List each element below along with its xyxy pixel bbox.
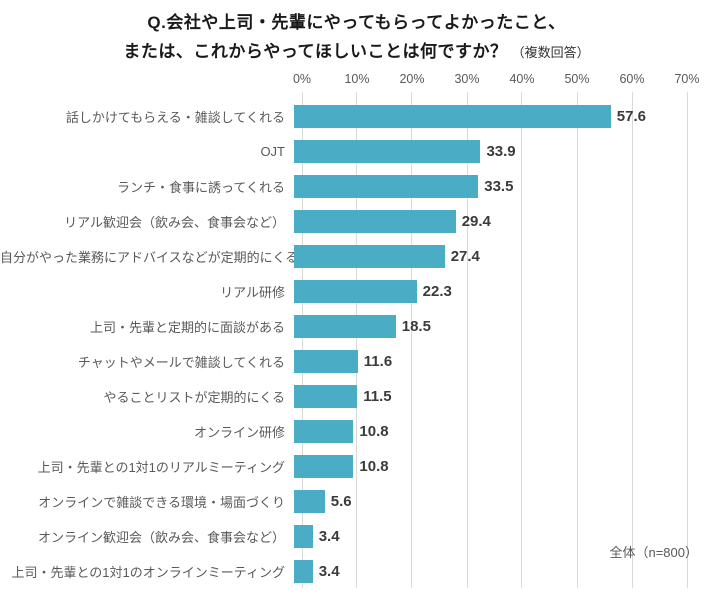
bar	[294, 315, 396, 338]
bar-track: 29.4	[294, 204, 679, 239]
x-axis-tick-label: 70%	[674, 72, 700, 86]
value-label: 33.5	[484, 178, 514, 195]
bar-rows: 話しかけてもらえる・雑談してくれる 57.6 OJT 33.9 ランチ・食事に誘…	[0, 99, 713, 589]
value-label: 10.8	[359, 423, 389, 440]
category-label: 上司・先輩と定期的に面談がある	[89, 320, 285, 335]
bar-track: 33.9	[294, 134, 679, 169]
bar-track: 3.4	[294, 519, 679, 554]
bar-track: 11.6	[294, 344, 679, 379]
category-label: リアル歓迎会（飲み会、食事会など）	[64, 215, 285, 230]
category-label: ランチ・食事に誘ってくれる	[117, 180, 285, 195]
value-label: 22.3	[422, 283, 452, 300]
bar-track: 22.3	[294, 274, 679, 309]
chart-row: リアル研修 22.3	[0, 274, 713, 309]
value-label: 10.8	[359, 458, 389, 475]
bar	[294, 245, 445, 268]
x-axis-tick-label: 30%	[454, 72, 480, 86]
chart-row: オンライン研修 10.8	[0, 414, 713, 449]
category-label: リアル研修	[220, 285, 285, 300]
bar	[294, 350, 358, 373]
x-axis-tick-label: 20%	[399, 72, 425, 86]
chart-title: Q.会社や上司・先輩にやってもらってよかったこと、 または、これからやってほしい…	[0, 0, 713, 65]
value-label: 3.4	[318, 563, 340, 580]
chart-title-line1: Q.会社や上司・先輩にやってもらってよかったこと、	[147, 13, 566, 32]
x-axis-tick-label: 40%	[509, 72, 535, 86]
value-label: 57.6	[616, 108, 646, 125]
bar-track: 10.8	[294, 449, 679, 484]
category-label: OJT	[260, 144, 285, 159]
bar-track: 57.6	[294, 99, 679, 134]
bar	[294, 140, 481, 163]
chart-row: リアル歓迎会（飲み会、食事会など） 29.4	[0, 204, 713, 239]
bar	[294, 210, 456, 233]
category-label: 上司・先輩との1対1のリアルミーティング	[37, 460, 285, 475]
chart-row: チャットやメールで雑談してくれる 11.6	[0, 344, 713, 379]
chart-row: やることリストが定期的にくる 11.5	[0, 379, 713, 414]
value-label: 27.4	[450, 248, 480, 265]
value-label: 3.4	[318, 528, 340, 545]
bar-track: 11.5	[294, 379, 679, 414]
bar	[294, 560, 313, 583]
bar-track: 5.6	[294, 484, 679, 519]
sample-size-note: 全体（n=800）	[609, 545, 698, 560]
chart-row: OJT 33.9	[0, 134, 713, 169]
category-label: チャットやメールで雑談してくれる	[77, 355, 285, 370]
chart-row: 自分がやった業務にアドバイスなどが定期的にくる 27.4	[0, 239, 713, 274]
bar	[294, 175, 479, 198]
value-label: 18.5	[401, 318, 431, 335]
category-label: 上司・先輩との1対1のオンラインミーティング	[11, 565, 285, 580]
bar	[294, 455, 354, 478]
chart-row: 上司・先輩との1対1のリアルミーティング 10.8	[0, 449, 713, 484]
value-label: 5.6	[330, 493, 352, 510]
category-label: オンライン歓迎会（飲み会、食事会など）	[37, 530, 285, 545]
bar	[294, 420, 354, 443]
bar	[294, 385, 358, 408]
value-label: 11.6	[363, 353, 393, 370]
value-label: 29.4	[461, 213, 491, 230]
bar	[294, 105, 611, 128]
bar-track: 18.5	[294, 309, 679, 344]
bar-track: 10.8	[294, 414, 679, 449]
bar	[294, 280, 417, 303]
bar	[294, 525, 313, 548]
bar	[294, 490, 325, 513]
bar-track: 33.5	[294, 169, 679, 204]
x-axis: 0% 10% 20% 30% 40% 50% 60% 70%	[293, 72, 700, 88]
chart-title-line2: または、これからやってほしいことは何ですか？ （複数回答）	[0, 38, 713, 66]
x-axis-tick-label: 10%	[344, 72, 370, 86]
chart-title-line2-main: または、これからやってほしいことは何ですか？	[123, 41, 508, 61]
x-axis-tick-label: 0%	[292, 72, 312, 86]
chart-row: 話しかけてもらえる・雑談してくれる 57.6	[0, 99, 713, 134]
chart-title-line2-suffix: （複数回答）	[511, 44, 590, 60]
chart-row: 上司・先輩との1対1のオンラインミーティング 3.4	[0, 554, 713, 589]
chart-row: オンラインで雑談できる環境・場面づくり 5.6	[0, 484, 713, 519]
chart-row: ランチ・食事に誘ってくれる 33.5	[0, 169, 713, 204]
chart-row: オンライン歓迎会（飲み会、食事会など） 3.4	[0, 519, 713, 554]
value-label: 11.5	[363, 388, 392, 405]
category-label: やることリストが定期的にくる	[103, 390, 285, 405]
x-axis-tick-label: 50%	[564, 72, 590, 86]
value-label: 33.9	[486, 143, 516, 160]
category-label: 話しかけてもらえる・雑談してくれる	[65, 110, 285, 125]
x-axis-tick-label: 60%	[619, 72, 645, 86]
category-label: 自分がやった業務にアドバイスなどが定期的にくる	[0, 250, 299, 265]
category-label: オンラインで雑談できる環境・場面づくり	[38, 495, 285, 510]
chart-row: 上司・先輩と定期的に面談がある 18.5	[0, 309, 713, 344]
bar-track: 27.4	[294, 239, 679, 274]
category-label: オンライン研修	[193, 425, 285, 440]
bar-track: 3.4	[294, 554, 679, 589]
